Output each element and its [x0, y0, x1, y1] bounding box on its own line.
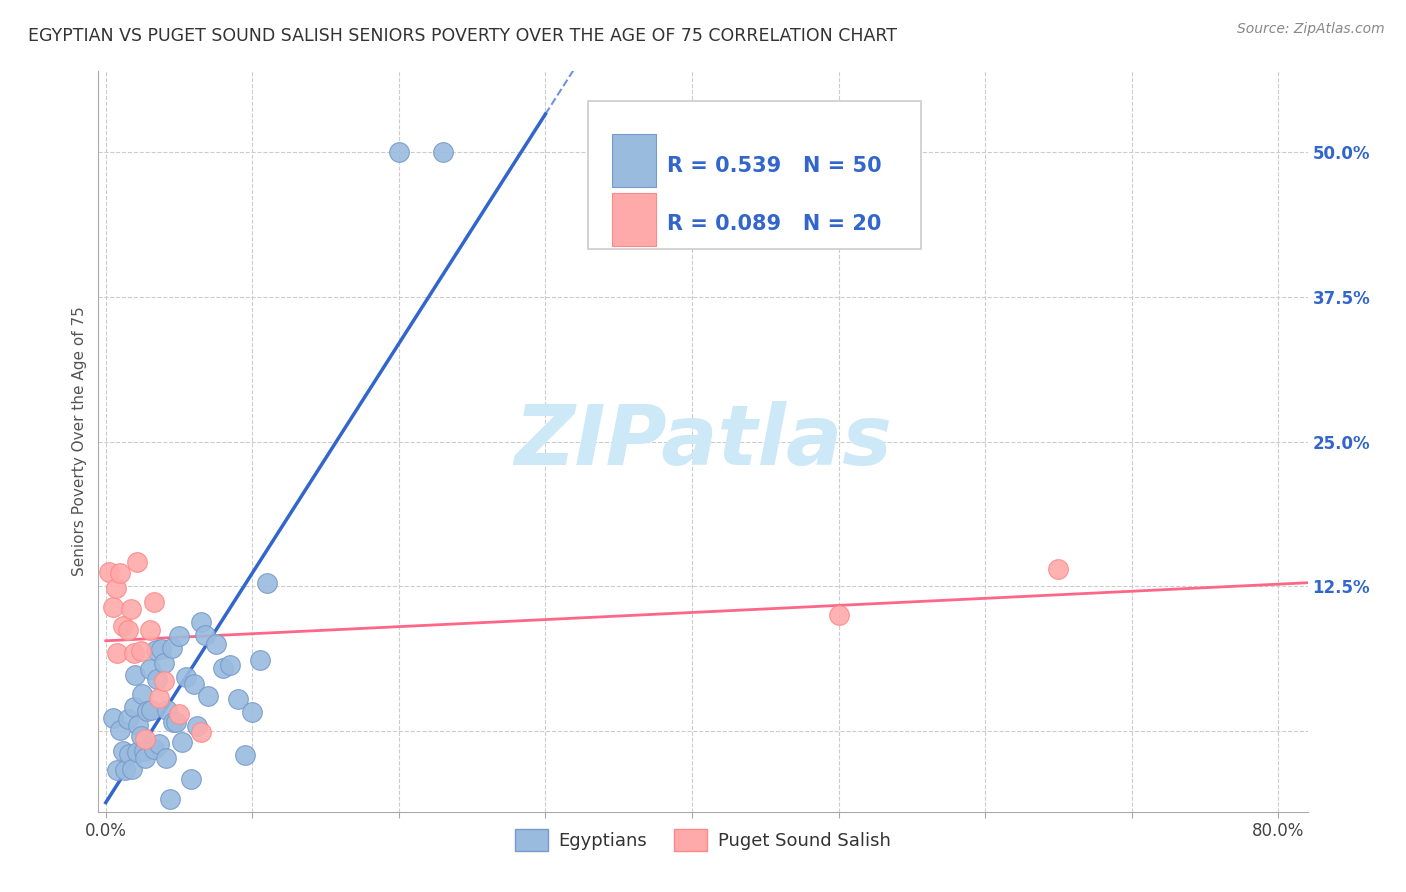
Point	[101, 599, 124, 614]
Legend: Egyptians, Puget Sound Salish: Egyptians, Puget Sound Salish	[508, 822, 898, 858]
Point	[120, 602, 142, 616]
Point	[155, 751, 177, 765]
Point	[131, 687, 153, 701]
Point	[1047, 562, 1070, 576]
FancyBboxPatch shape	[613, 193, 655, 246]
Point	[129, 729, 152, 743]
Point	[150, 641, 173, 656]
Point	[101, 711, 124, 725]
Point	[146, 672, 169, 686]
Point	[153, 673, 176, 688]
Point	[197, 689, 219, 703]
Point	[110, 566, 132, 581]
Point	[121, 762, 143, 776]
Point	[219, 657, 242, 672]
Point	[134, 751, 156, 765]
Point	[212, 660, 235, 674]
Point	[153, 656, 176, 670]
Point	[190, 725, 212, 739]
Point	[204, 637, 226, 651]
Point	[186, 719, 208, 733]
FancyBboxPatch shape	[613, 134, 655, 187]
Point	[117, 712, 139, 726]
Point	[145, 643, 167, 657]
Point	[135, 705, 157, 719]
Point	[167, 707, 190, 722]
Text: R = 0.539   N = 50: R = 0.539 N = 50	[666, 156, 882, 176]
Point	[105, 582, 128, 596]
Y-axis label: Seniors Poverty Over the Age of 75: Seniors Poverty Over the Age of 75	[72, 307, 87, 576]
Point	[180, 772, 202, 787]
Point	[148, 737, 170, 751]
Point	[124, 668, 146, 682]
Point	[176, 670, 198, 684]
Text: ZIPatlas: ZIPatlas	[515, 401, 891, 482]
Point	[114, 763, 136, 777]
Point	[141, 703, 163, 717]
Point	[827, 608, 849, 623]
Point	[160, 641, 183, 656]
Point	[118, 747, 141, 761]
Point	[162, 714, 184, 729]
Point	[170, 735, 193, 749]
Point	[125, 555, 148, 569]
Point	[132, 744, 155, 758]
Point	[194, 628, 217, 642]
Point	[233, 748, 256, 763]
Point	[165, 714, 187, 729]
Point	[148, 690, 170, 705]
Point	[190, 615, 212, 629]
Text: R = 0.089   N = 20: R = 0.089 N = 20	[666, 214, 882, 235]
Point	[240, 706, 263, 720]
Point	[122, 700, 145, 714]
Point	[249, 652, 271, 666]
Point	[159, 791, 181, 805]
Point	[127, 718, 149, 732]
Point	[97, 565, 120, 579]
Point	[107, 763, 129, 777]
Point	[107, 646, 129, 660]
Point	[134, 732, 156, 747]
Text: Source: ZipAtlas.com: Source: ZipAtlas.com	[1237, 22, 1385, 37]
Point	[226, 692, 249, 706]
Point	[143, 595, 166, 609]
Text: EGYPTIAN VS PUGET SOUND SALISH SENIORS POVERTY OVER THE AGE OF 75 CORRELATION CH: EGYPTIAN VS PUGET SOUND SALISH SENIORS P…	[28, 27, 897, 45]
Point	[138, 662, 160, 676]
Point	[432, 145, 454, 160]
Point	[388, 145, 411, 160]
FancyBboxPatch shape	[588, 101, 921, 249]
Point	[122, 646, 145, 660]
Point	[256, 576, 278, 591]
Point	[112, 744, 135, 758]
Point	[138, 623, 160, 637]
Point	[112, 619, 135, 633]
Point	[129, 644, 152, 658]
Point	[110, 723, 132, 737]
Point	[183, 677, 205, 691]
Point	[156, 703, 179, 717]
Point	[117, 623, 139, 637]
Point	[125, 746, 148, 760]
Point	[143, 742, 166, 756]
Point	[167, 629, 190, 643]
